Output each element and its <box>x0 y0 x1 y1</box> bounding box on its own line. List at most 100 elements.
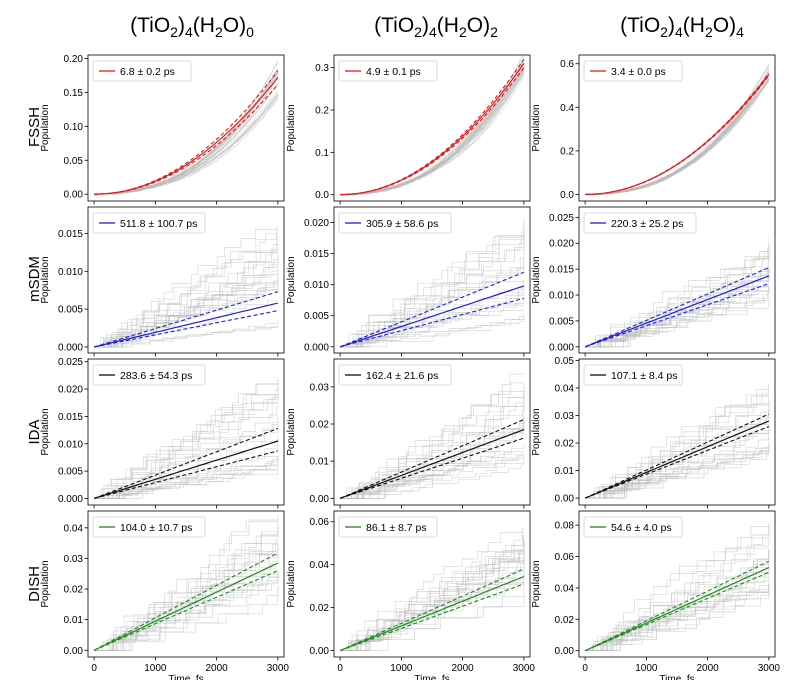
y-tick-label: 0.020 <box>58 385 83 396</box>
trajectory-line <box>94 543 278 651</box>
panel-dish-2: 0.00 0.02 0.04 0.06 0.08 0 1000 2000 3000 Populat… <box>531 510 780 680</box>
axes-frame <box>578 358 776 506</box>
trajectory-line <box>94 527 279 651</box>
fit-line <box>93 302 279 348</box>
fit-lower-bound-line <box>93 570 279 651</box>
trajectory-line <box>585 286 769 348</box>
fit-lower-bound-line <box>584 571 770 652</box>
y-axis-label: Population <box>40 256 51 303</box>
y-axis-label: Population <box>531 560 542 607</box>
trajectory-line <box>94 327 278 348</box>
trajectory-line <box>94 586 279 651</box>
legend: 107.1 ± 8.4 ps <box>583 364 683 386</box>
y-axis-label: Population <box>40 560 51 607</box>
y-axis-label: Population <box>286 560 297 607</box>
trajectory-line <box>94 99 279 195</box>
y-tick-label: 0.02 <box>555 439 575 450</box>
trajectory-line <box>340 70 525 196</box>
trajectory-line <box>340 257 524 348</box>
x-tick-label: 0 <box>91 663 97 674</box>
trajectory-line <box>340 319 525 348</box>
y-tick-label: 0.15 <box>64 88 84 99</box>
y-axis-label: Population <box>286 104 297 151</box>
y-tick-label: 0.10 <box>64 122 84 133</box>
trajectory-line <box>585 547 769 652</box>
trajectory-line <box>340 464 524 499</box>
fit-upper-bound-line <box>585 73 770 196</box>
row-label-ida: IDA <box>26 419 43 444</box>
y-tick-label: 0.04 <box>64 523 84 534</box>
y-tick-label: 0.02 <box>555 615 575 626</box>
y-axis-label: Population <box>531 408 542 455</box>
trajectory-line <box>585 445 770 499</box>
fit-line <box>584 275 770 348</box>
trajectory-line <box>94 236 278 348</box>
trajectory-line <box>94 233 278 348</box>
y-axis-label: Population <box>40 104 51 151</box>
legend: 54.6 ± 4.0 ps <box>583 516 683 538</box>
y-tick-label: 0.020 <box>549 239 574 250</box>
trajectory-line <box>94 92 279 195</box>
trajectory-line <box>340 263 525 348</box>
y-tick-label: 0.4 <box>560 103 574 114</box>
trajectory-line <box>94 422 279 499</box>
trajectory-line <box>340 67 525 196</box>
y-tick-label: 0.00 <box>64 646 84 657</box>
y-tick-label: 0.00 <box>555 494 575 505</box>
trajectory-line <box>585 432 769 499</box>
trajectory-line <box>94 548 279 651</box>
y-tick-label: 0.025 <box>549 213 574 224</box>
trajectory-line <box>340 71 525 196</box>
trajectory-line <box>340 310 524 348</box>
column-title-1: (TiO2)4(H2O)2 <box>374 14 498 40</box>
y-tick-label: 0.1 <box>315 148 329 159</box>
trajectory-line <box>585 269 769 348</box>
panel-dish-1: 0.00 0.02 0.04 0.06 0 1000 2000 3000 Population T… <box>286 510 536 680</box>
trajectory-line <box>340 237 525 348</box>
y-tick-label: 0.010 <box>549 291 574 302</box>
y-tick-label: 0.05 <box>555 356 575 367</box>
row-label-msdm: mSDM <box>26 256 43 302</box>
fit-line <box>94 77 279 195</box>
column-title-0: (TiO2)4(H2O)0 <box>130 14 254 40</box>
y-tick-label: 0.6 <box>560 59 574 70</box>
fit-line <box>93 440 279 499</box>
y-tick-label: 0.01 <box>555 466 575 477</box>
row-label-dish: DISH <box>26 566 43 602</box>
fit-line <box>585 74 770 196</box>
trajectory-line <box>340 61 525 196</box>
trajectory-line <box>94 83 279 195</box>
trajectory-line <box>340 550 524 651</box>
legend: 3.4 ± 0.0 ps <box>583 60 683 82</box>
y-tick-label: 0.015 <box>58 229 83 240</box>
y-tick-label: 0.03 <box>64 554 84 565</box>
axes-frame <box>87 358 285 506</box>
x-tick-label: 2000 <box>206 663 229 674</box>
y-tick-label: 0.00 <box>310 494 330 505</box>
trajectory-line <box>585 72 770 195</box>
fit-line <box>584 566 770 652</box>
fit-line <box>339 575 525 652</box>
trajectory-line <box>94 75 279 195</box>
fit-line <box>340 63 525 196</box>
trajectory-line <box>340 66 525 196</box>
trajectory-line <box>585 392 769 499</box>
trajectory-line <box>94 543 278 651</box>
y-tick-label: 0.08 <box>555 521 575 532</box>
legend: 220.3 ± 25.2 ps <box>583 212 697 234</box>
fit-line <box>584 420 770 499</box>
trajectory-line <box>340 457 524 499</box>
fit-upper-bound-line <box>94 70 279 195</box>
trajectory-line <box>340 67 525 196</box>
fit-upper-bound-line <box>339 568 525 652</box>
trajectory-line <box>585 73 770 195</box>
trajectory-line <box>585 79 770 195</box>
trajectory-line <box>340 394 525 499</box>
x-tick-label: 3000 <box>513 663 536 674</box>
fit-lower-bound-line <box>339 583 525 652</box>
trajectory-line <box>585 79 770 195</box>
trajectory-line <box>585 286 769 348</box>
fit-lower-bound-line <box>585 75 770 196</box>
y-tick-label: 0.20 <box>64 54 84 65</box>
